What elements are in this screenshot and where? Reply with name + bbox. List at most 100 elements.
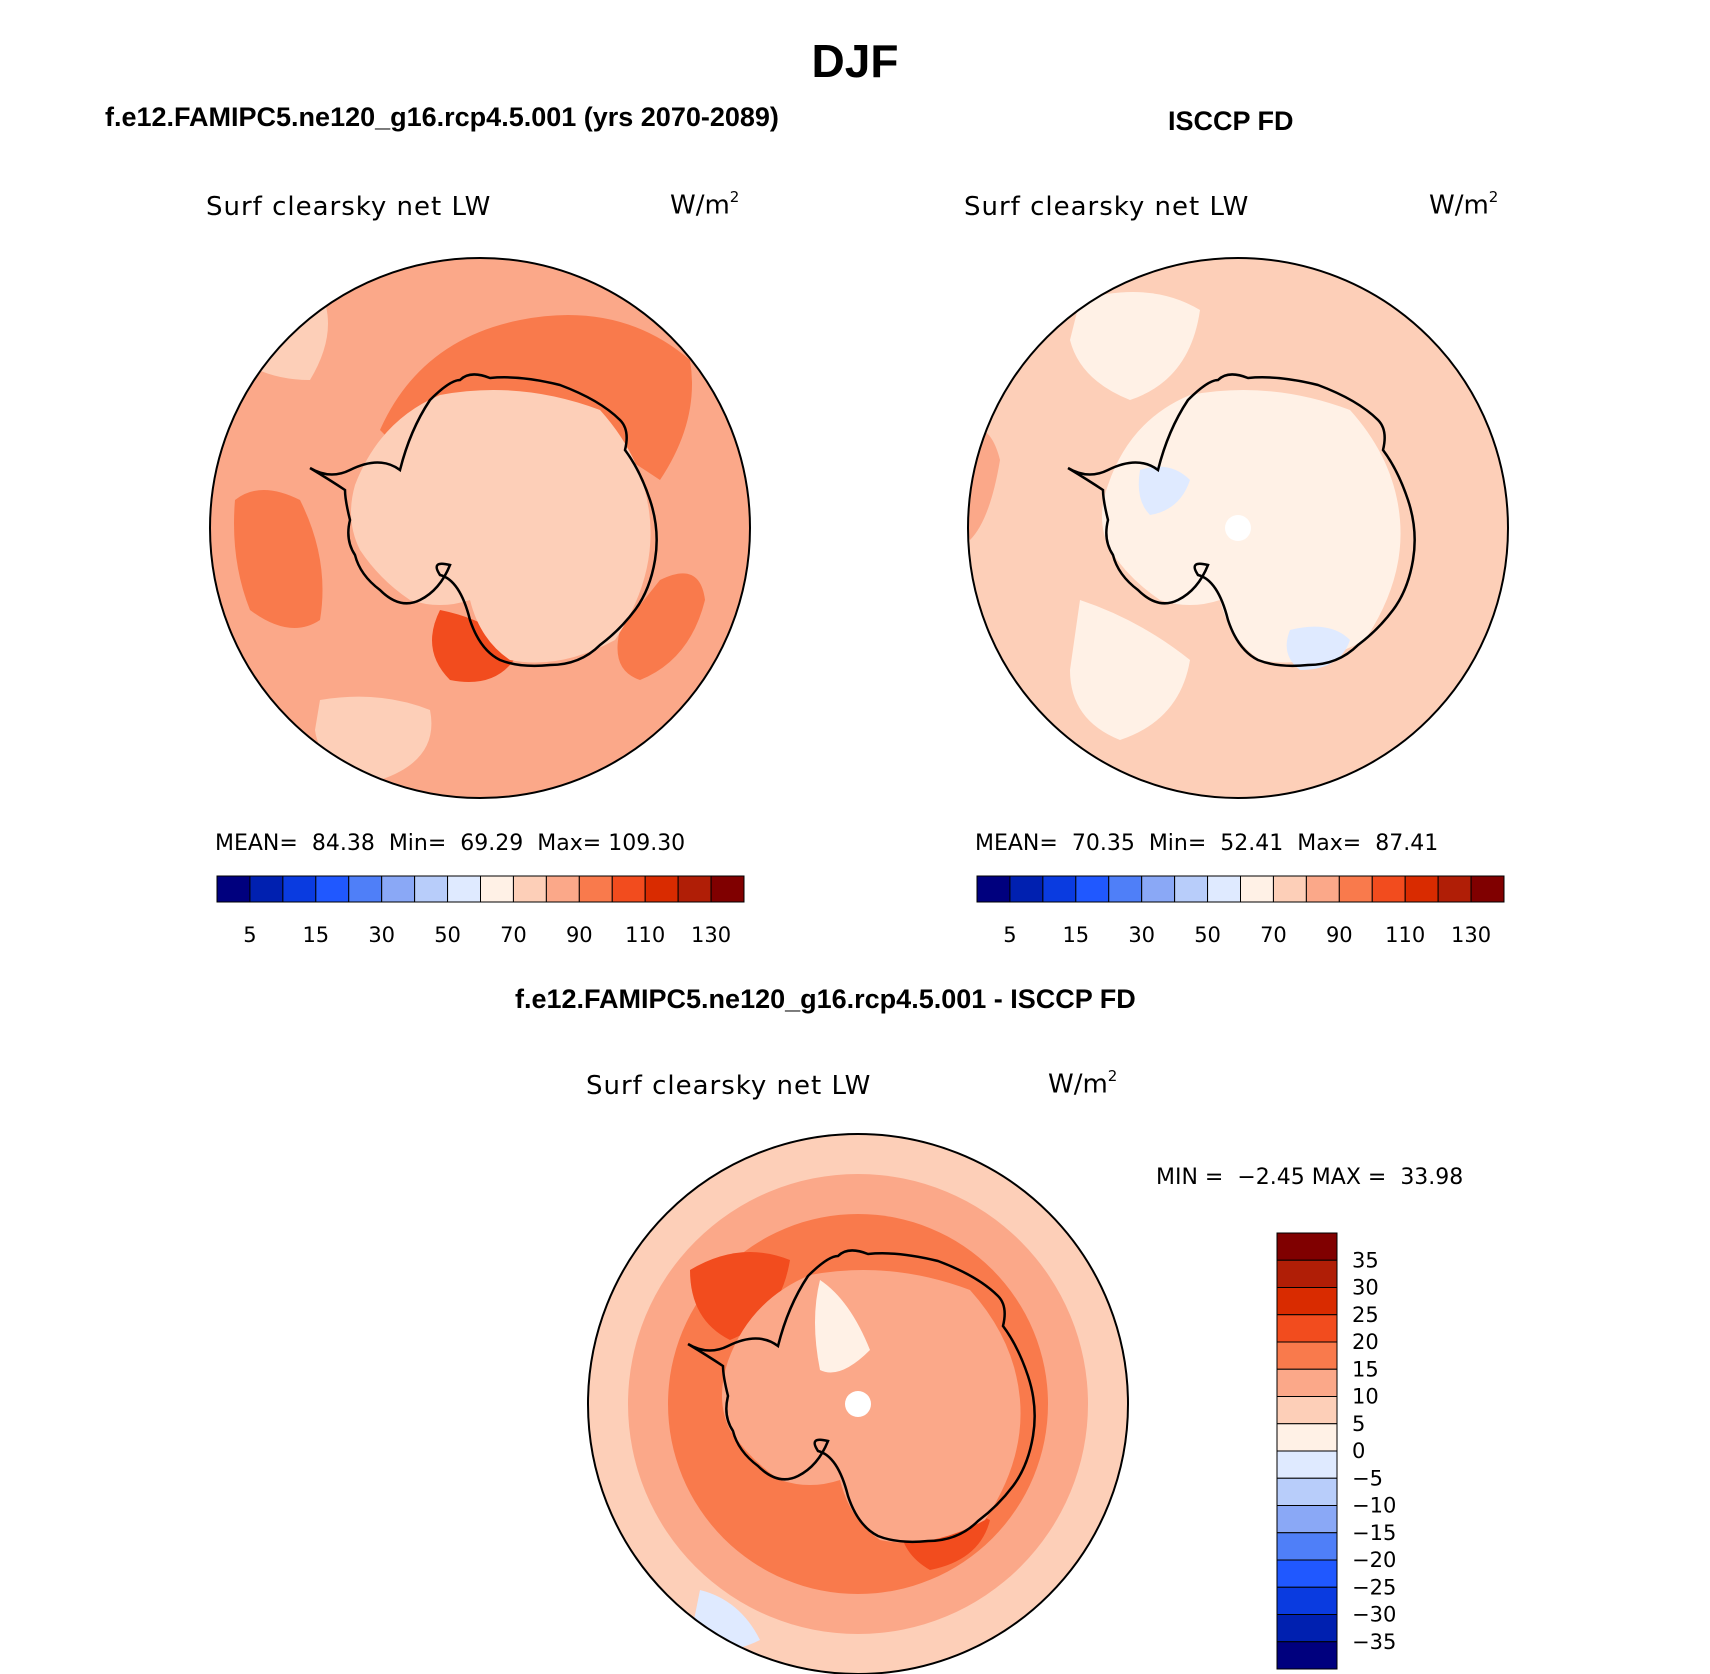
diff-colorbar-swatch — [1276, 1505, 1338, 1534]
obs-colorbar-swatch — [1470, 875, 1505, 903]
model-antarctica-interior — [351, 390, 651, 663]
obs-max-label: Max= — [1297, 831, 1362, 856]
model-colorbar-tick-label: 130 — [691, 923, 731, 947]
model-colorbar-tick-label: 70 — [500, 923, 527, 947]
obs-colorbar-swatch — [976, 875, 1011, 903]
obs-colorbar-swatch — [1371, 875, 1406, 903]
model-variable-label: Surf clearsky net LW — [206, 192, 492, 222]
diff-min-label: MIN = — [1156, 1165, 1224, 1190]
obs-colorbar-tick-label: 5 — [1003, 923, 1016, 947]
diff-colorbar-swatch — [1276, 1423, 1338, 1452]
model-colorbar-swatch — [447, 875, 481, 903]
obs-colorbar-swatch — [1272, 875, 1307, 903]
model-mean-value: 84.38 — [311, 831, 375, 856]
model-units: W/m2 — [670, 188, 740, 221]
diff-colorbar-swatch — [1276, 1287, 1338, 1316]
diff-colorbar-tick-label: 5 — [1352, 1412, 1365, 1436]
obs-antarctica-interior — [1101, 390, 1401, 663]
obs-colorbar-tick-label: 130 — [1451, 923, 1491, 947]
diff-colorbar-swatch — [1276, 1559, 1338, 1588]
obs-colorbar-tick-label: 110 — [1385, 923, 1425, 947]
obs-colorbar-swatch — [1141, 875, 1176, 903]
model-stats: MEAN= 84.38 Min= 69.29 Max= 109.30 — [215, 831, 685, 856]
model-cool-patch-south — [315, 696, 432, 780]
obs-max-value: 87.41 — [1375, 831, 1439, 856]
obs-map-border — [967, 257, 1509, 799]
diff-pole-hole — [845, 1391, 871, 1417]
model-colorbar-swatch — [480, 875, 514, 903]
diff-coastline — [687, 1249, 1036, 1544]
model-mean-label: MEAN= — [215, 831, 298, 856]
obs-colorbar-swatch — [1240, 875, 1274, 903]
obs-colorbar-swatch — [1338, 875, 1373, 903]
obs-min-label: Min= — [1148, 831, 1207, 856]
diff-colorbar-tick-label: −35 — [1352, 1630, 1396, 1654]
model-colorbar-swatch — [677, 875, 712, 903]
model-max-value: 109.30 — [608, 831, 686, 856]
obs-units: W/m2 — [1429, 188, 1499, 221]
diff-min-value: −2.45 — [1237, 1165, 1305, 1190]
diff-variable-label: Surf clearsky net LW — [586, 1071, 872, 1101]
obs-colorbar-swatch — [1075, 875, 1110, 903]
diff-colorbar-tick-label: 0 — [1352, 1439, 1365, 1463]
obs-colorbar-swatch — [1174, 875, 1209, 903]
obs-colorbar-swatch — [1009, 875, 1044, 903]
obs-light-patch-south — [1070, 600, 1190, 740]
obs-min-value: 52.41 — [1220, 831, 1284, 856]
model-colorbar-tick-label: 90 — [566, 923, 593, 947]
diff-colorbar-swatch — [1276, 1450, 1338, 1479]
model-colorbar-tick-label: 5 — [243, 923, 256, 947]
diff-light-patch-pole — [815, 1280, 870, 1373]
obs-colorbar-tick-label: 30 — [1128, 923, 1155, 947]
diff-colorbar-tick-label: −30 — [1352, 1603, 1396, 1627]
diff-colorbar-swatch — [1276, 1232, 1338, 1261]
diff-panel-title: f.e12.FAMIPC5.ne120_g16.rcp4.5.001 - ISC… — [515, 984, 1136, 1014]
model-colorbar-swatch — [578, 875, 613, 903]
diff-colorbar-tick-label: −15 — [1352, 1521, 1396, 1545]
diff-colorbar-swatch — [1276, 1314, 1338, 1343]
model-colorbar-swatch — [348, 875, 383, 903]
model-colorbar-swatch — [545, 875, 580, 903]
model-colorbar-tick-label: 110 — [625, 923, 665, 947]
obs-colorbar-swatch — [1042, 875, 1077, 903]
model-max-label: Max= — [537, 831, 602, 856]
diff-colorbar: 35 30 25 20 15 10 5 0 −5 −10 −15 −20 −25 −30 −35 — [1276, 1232, 1396, 1670]
diff-colorbar-swatch — [1276, 1532, 1338, 1561]
model-colorbar-tick-label: 30 — [368, 923, 395, 947]
model-map — [209, 257, 751, 799]
model-colorbar-swatch — [710, 875, 745, 903]
diff-colorbar-tick-label: 20 — [1352, 1330, 1379, 1354]
obs-colorbar-tick-label: 50 — [1194, 923, 1221, 947]
model-colorbar-swatch — [414, 875, 449, 903]
model-colorbar-swatch — [611, 875, 646, 903]
diff-colorbar-swatch — [1276, 1641, 1338, 1670]
obs-stats: MEAN= 70.35 Min= 52.41 Max= 87.41 — [975, 831, 1438, 856]
diff-max-label: MAX = — [1311, 1165, 1387, 1190]
obs-colorbar-swatch — [1404, 875, 1439, 903]
diff-stats: MIN = −2.45 MAX = 33.98 — [1156, 1165, 1463, 1190]
diff-colorbar-swatch — [1276, 1396, 1338, 1425]
model-colorbar-swatch — [512, 875, 547, 903]
model-cool-patch-nw — [220, 288, 328, 380]
diff-antarctica-interior — [721, 1270, 1021, 1543]
model-hot-ross-sea — [432, 610, 520, 682]
diff-colorbar-swatch — [1276, 1586, 1338, 1615]
model-panel-title: f.e12.FAMIPC5.ne120_g16.rcp4.5.001 (yrs … — [105, 102, 779, 132]
diff-colorbar-tick-label: −5 — [1352, 1466, 1383, 1490]
model-warm-band-west — [234, 490, 323, 628]
obs-mean-label: MEAN= — [975, 831, 1058, 856]
diff-colorbar-tick-label: −10 — [1352, 1494, 1396, 1518]
obs-colorbar-tick-label: 15 — [1062, 923, 1089, 947]
figure-title: DJF — [811, 35, 899, 87]
diff-colorbar-swatch — [1276, 1368, 1338, 1397]
obs-colorbar-tick-label: 70 — [1260, 923, 1287, 947]
obs-colorbar-swatch — [1207, 875, 1241, 903]
obs-colorbar-tick-label: 90 — [1326, 923, 1353, 947]
obs-mean-value: 70.35 — [1071, 831, 1135, 856]
model-warm-band-east — [617, 573, 705, 680]
diff-map-border — [587, 1133, 1129, 1674]
diff-colorbar-tick-label: 25 — [1352, 1303, 1379, 1327]
model-colorbar-swatch — [381, 875, 416, 903]
obs-colorbar-swatch — [1108, 875, 1143, 903]
model-min-label: Min= — [388, 831, 447, 856]
